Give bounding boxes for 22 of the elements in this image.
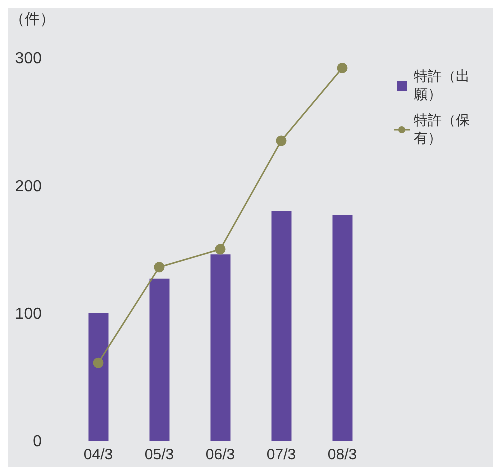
- point: [93, 358, 104, 368]
- x-tick-label: 05/3: [144, 446, 174, 464]
- y-tick-label: 0: [33, 434, 42, 451]
- x-tick-label: 06/3: [206, 446, 236, 464]
- bar: [88, 313, 109, 441]
- bar: [332, 215, 353, 441]
- bar: [150, 278, 170, 441]
- point: [154, 262, 165, 273]
- point: [215, 244, 226, 255]
- bar: [272, 211, 292, 441]
- y-tick-label: 200: [15, 178, 42, 196]
- x-tick-label: 04/3: [84, 446, 114, 464]
- x-tick-label: 08/3: [328, 446, 358, 464]
- point: [276, 136, 287, 146]
- legend-label: 特許（出願）: [414, 68, 471, 104]
- y-tick-label: 300: [15, 50, 42, 68]
- legend-label: 特許（保有）: [414, 112, 471, 148]
- bar: [210, 254, 231, 441]
- y-tick-label: 100: [15, 306, 42, 324]
- y-axis-title: （件）: [10, 10, 55, 29]
- x-tick-label: 07/3: [266, 446, 296, 464]
- point: [337, 62, 348, 74]
